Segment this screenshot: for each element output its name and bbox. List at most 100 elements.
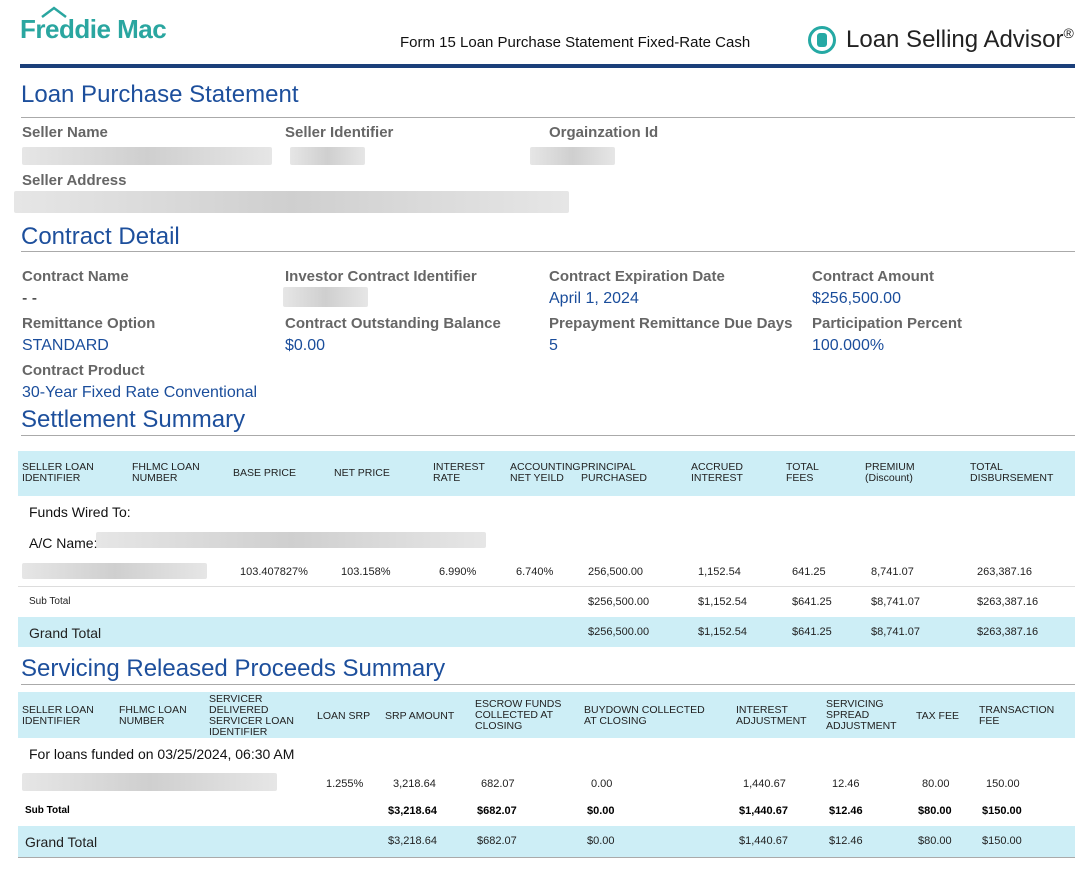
section-rule — [21, 251, 1075, 252]
settlement-grand-total-label: Grand Total — [29, 625, 102, 641]
row-escrow-funds: 682.07 — [481, 778, 515, 790]
subtotal-total-disbursement: $263,387.16 — [977, 596, 1039, 608]
grandtotal-escrow-funds: $682.07 — [477, 835, 517, 847]
row-divider — [18, 586, 1075, 587]
col-premium: PREMIUM (Discount) — [865, 461, 915, 484]
subtotal-interest-adjustment: $1,440.67 — [739, 805, 788, 817]
col-loan-srp: LOAN SRP — [317, 710, 371, 722]
col-tax-fee: TAX FEE — [916, 710, 959, 722]
col-total-disbursement: TOTAL DISBURSEMENT — [970, 461, 1054, 484]
loan-selling-advisor-brand: Loan Selling Advisor® — [808, 25, 1074, 54]
settlement-grand-total-row: Grand Total $256,500.00 $1,152.54 $641.2… — [18, 617, 1075, 647]
seller-name-label: Seller Name — [22, 124, 108, 141]
row-loan-srp: 1.255% — [326, 778, 364, 790]
redacted-seller-address — [14, 191, 569, 213]
grandtotal-tax-fee: $80.00 — [918, 835, 952, 847]
row-principal-purchased: 256,500.00 — [588, 566, 644, 578]
servicing-grand-total-label: Grand Total — [25, 834, 98, 850]
row-net-price: 103.158% — [341, 566, 391, 578]
redacted-loan-identifiers — [22, 563, 207, 579]
row-total-fees: 641.25 — [792, 566, 826, 578]
row-base-price: 103.407827% — [240, 566, 308, 578]
section-rule — [21, 117, 1075, 118]
col-fhlmc-loan-number: FHLMC LOAN NUMBER — [119, 704, 187, 727]
prepayment-due-days-value: 5 — [549, 337, 558, 354]
row-tax-fee: 80.00 — [922, 778, 950, 790]
grandtotal-servicing-spread: $12.46 — [829, 835, 863, 847]
outstanding-balance-label: Contract Outstanding Balance — [285, 315, 501, 332]
row-accrued-interest: 1,152.54 — [698, 566, 741, 578]
participation-percent-label: Participation Percent — [812, 315, 963, 332]
contract-product-label: Contract Product — [22, 362, 145, 379]
contract-name-value: - - — [22, 290, 38, 307]
col-escrow-funds: ESCROW FUNDS COLLECTED AT CLOSING — [475, 698, 562, 732]
row-interest-rate: 6.990% — [439, 566, 477, 578]
grandtotal-total-disbursement: $263,387.16 — [977, 626, 1039, 638]
seller-identifier-label: Seller Identifier — [285, 124, 394, 141]
redacted-investor-contract-identifier — [283, 287, 368, 307]
remittance-option-label: Remittance Option — [22, 315, 156, 332]
col-servicer-loan-identifier: SERVICER DELIVERED SERVICER LOAN IDENTIFIER — [209, 693, 294, 738]
servicing-summary-title: Servicing Released Proceeds Summary — [21, 655, 446, 682]
redacted-organization-id — [530, 147, 615, 165]
row-interest-adjustment: 1,440.67 — [743, 778, 786, 790]
col-interest-rate: INTEREST RATE — [433, 461, 485, 484]
subtotal-accrued-interest: $1,152.54 — [698, 596, 747, 608]
prepayment-due-days-label: Prepayment Remittance Due Days — [549, 315, 793, 332]
contract-amount-value: $256,500.00 — [812, 290, 901, 307]
roof-icon — [41, 6, 67, 18]
form-title: Form 15 Loan Purchase Statement Fixed-Ra… — [400, 34, 751, 51]
seller-address-label: Seller Address — [22, 172, 127, 189]
funded-note: For loans funded on 03/25/2024, 06:30 AM — [29, 746, 295, 762]
col-seller-loan-identifier: SELLER LOAN IDENTIFIER — [22, 704, 94, 727]
col-accrued-interest: ACCRUED INTEREST — [691, 461, 743, 484]
subtotal-premium: $8,741.07 — [871, 596, 920, 608]
subtotal-srp-amount: $3,218.64 — [388, 805, 437, 817]
row-accounting-net-yield: 6.740% — [516, 566, 554, 578]
settlement-summary-title: Settlement Summary — [21, 406, 246, 433]
grandtotal-accrued-interest: $1,152.54 — [698, 626, 747, 638]
row-servicing-spread: 12.46 — [832, 778, 860, 790]
servicing-subtotal-label: Sub Total — [25, 805, 70, 816]
investor-contract-identifier-label: Investor Contract Identifier — [285, 268, 477, 285]
col-accounting-net-yield: ACCOUNTING NET YEILD — [510, 461, 581, 484]
row-transaction-fee: 150.00 — [986, 778, 1020, 790]
subtotal-servicing-spread: $12.46 — [829, 805, 863, 817]
contract-detail-title: Contract Detail — [21, 223, 180, 250]
product-name: Loan Selling Advisor — [846, 26, 1064, 53]
contract-name-label: Contract Name — [22, 268, 129, 285]
redacted-servicing-loan-identifiers — [22, 773, 277, 791]
col-seller-loan-identifier: SELLER LOAN IDENTIFIER — [22, 461, 94, 484]
subtotal-tax-fee: $80.00 — [918, 805, 952, 817]
col-srp-amount: SRP AMOUNT — [385, 710, 455, 722]
contract-amount-label: Contract Amount — [812, 268, 934, 285]
settlement-subtotal-label: Sub Total — [29, 596, 71, 607]
col-servicing-spread-adjustment: SERVICING SPREAD ADJUSTMENT — [826, 698, 897, 732]
grandtotal-srp-amount: $3,218.64 — [388, 835, 437, 847]
grandtotal-transaction-fee: $150.00 — [982, 835, 1022, 847]
col-principal-purchased: PRINCIPAL PURCHASED — [581, 461, 647, 484]
subtotal-buydown: $0.00 — [587, 805, 615, 817]
contract-expiration-date-label: Contract Expiration Date — [549, 268, 725, 285]
row-srp-amount: 3,218.64 — [393, 778, 436, 790]
subtotal-escrow-funds: $682.07 — [477, 805, 517, 817]
grandtotal-interest-adjustment: $1,440.67 — [739, 835, 788, 847]
servicing-table-header: SELLER LOAN IDENTIFIER FHLMC LOAN NUMBER S… — [18, 692, 1075, 738]
servicing-grand-total-row: Grand Total $3,218.64 $682.07 $0.00 $1,4… — [18, 826, 1075, 858]
col-base-price: BASE PRICE — [233, 467, 297, 479]
redacted-seller-identifier — [290, 147, 365, 165]
row-buydown: 0.00 — [591, 778, 613, 790]
logo-text: Freddie Mac — [20, 14, 167, 44]
col-fhlmc-loan-number: FHLMC LOAN NUMBER — [132, 461, 200, 484]
subtotal-principal-purchased: $256,500.00 — [588, 596, 650, 608]
header-divider — [20, 64, 1075, 68]
grandtotal-premium: $8,741.07 — [871, 626, 920, 638]
row-premium: 8,741.07 — [871, 566, 914, 578]
grandtotal-total-fees: $641.25 — [792, 626, 832, 638]
section-rule — [21, 435, 1075, 436]
subtotal-transaction-fee: $150.00 — [982, 805, 1022, 817]
settlement-table-header: SELLER LOAN IDENTIFIER FHLMC LOAN NUMBER B… — [18, 451, 1075, 496]
subtotal-total-fees: $641.25 — [792, 596, 832, 608]
coin-stack-icon — [808, 25, 836, 54]
contract-expiration-date-value: April 1, 2024 — [549, 290, 639, 307]
